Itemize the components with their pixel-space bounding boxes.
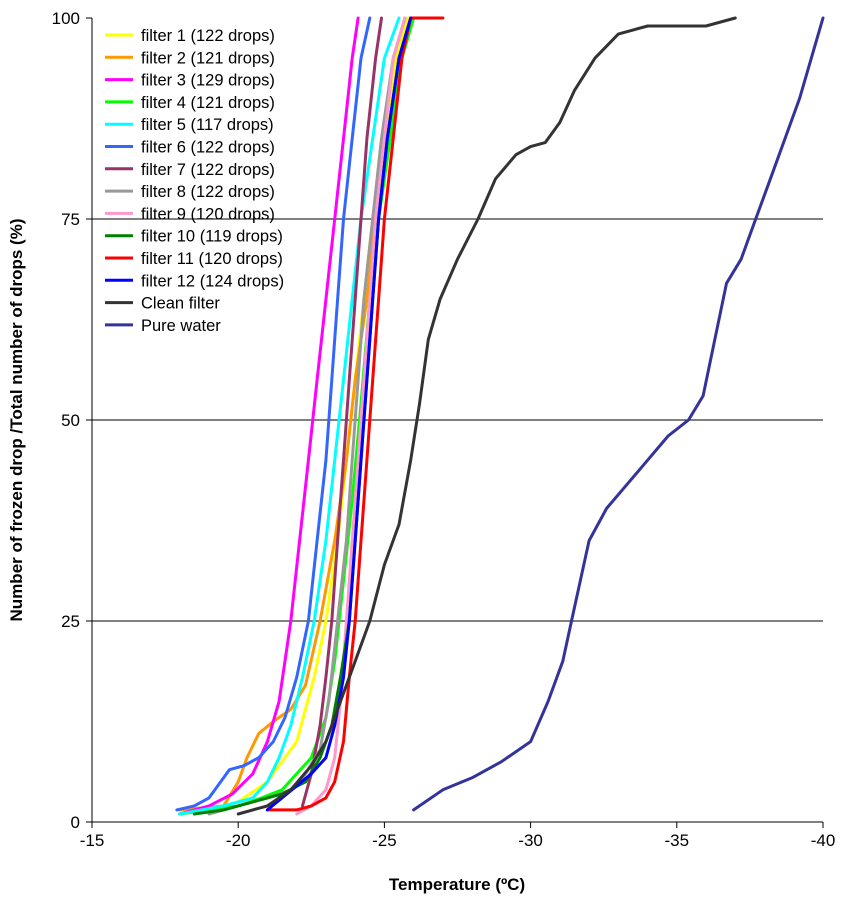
axes: 0 25 50 75 100 -15 -20 -25 -30 -35 -40 (52, 9, 836, 850)
y-tick-label: 50 (61, 411, 80, 430)
series-line-3 (178, 16, 360, 816)
series-line-10 (192, 16, 413, 816)
legend-label: Clean filter (141, 295, 220, 313)
legend-label: filter 5 (117 drops) (141, 116, 274, 134)
x-tick-label: -35 (665, 831, 690, 850)
legend-label: filter 6 (122 drops) (141, 139, 275, 157)
legend-label: filter 3 (129 drops) (141, 72, 275, 90)
series-line-1 (178, 16, 416, 816)
legend-label: filter 11 (120 drops) (141, 250, 283, 268)
x-tick-label: -15 (80, 831, 105, 850)
series-line-4 (178, 16, 416, 816)
legend-label: filter 4 (121 drops) (141, 94, 275, 112)
series-line-8 (207, 16, 407, 816)
series-line-14 (412, 16, 825, 812)
x-tick-label: -30 (518, 831, 543, 850)
x-tick-label: -40 (811, 831, 836, 850)
series-line-2 (178, 16, 413, 812)
legend-label: filter 9 (120 drops) (141, 205, 275, 223)
y-tick-label: 25 (61, 612, 80, 631)
series-lines (175, 16, 825, 816)
series-line-12 (265, 16, 413, 812)
x-tick-label: -25 (372, 831, 397, 850)
legend-label: filter 7 (122 drops) (141, 161, 275, 179)
x-axis-title: Temperature (ºC) (389, 875, 525, 894)
gridlines (92, 218, 823, 622)
y-tick-label: 0 (71, 813, 80, 832)
y-tick-label: 75 (61, 210, 80, 229)
y-tick-label: 100 (52, 9, 80, 28)
series-line-11 (265, 16, 445, 812)
series-line-5 (178, 16, 401, 816)
legend-label: filter 1 (122 drops) (141, 27, 275, 45)
series-line-9 (295, 16, 407, 816)
legend-label: Pure water (141, 317, 221, 335)
series-line-7 (301, 16, 383, 808)
legend-label: filter 10 (119 drops) (141, 228, 283, 246)
legend-label: filter 12 (124 drops) (141, 272, 284, 290)
legend-label: filter 2 (121 drops) (141, 49, 275, 67)
series-line-6 (175, 16, 372, 812)
legend-label: filter 8 (122 drops) (141, 183, 275, 201)
series-line-13 (236, 16, 737, 816)
x-tick-label: -20 (226, 831, 251, 850)
y-axis-title: Number of frozen drop /Total number of d… (7, 219, 26, 622)
legend: filter 1 (122 drops) filter 2 (121 drops)… (105, 27, 284, 335)
